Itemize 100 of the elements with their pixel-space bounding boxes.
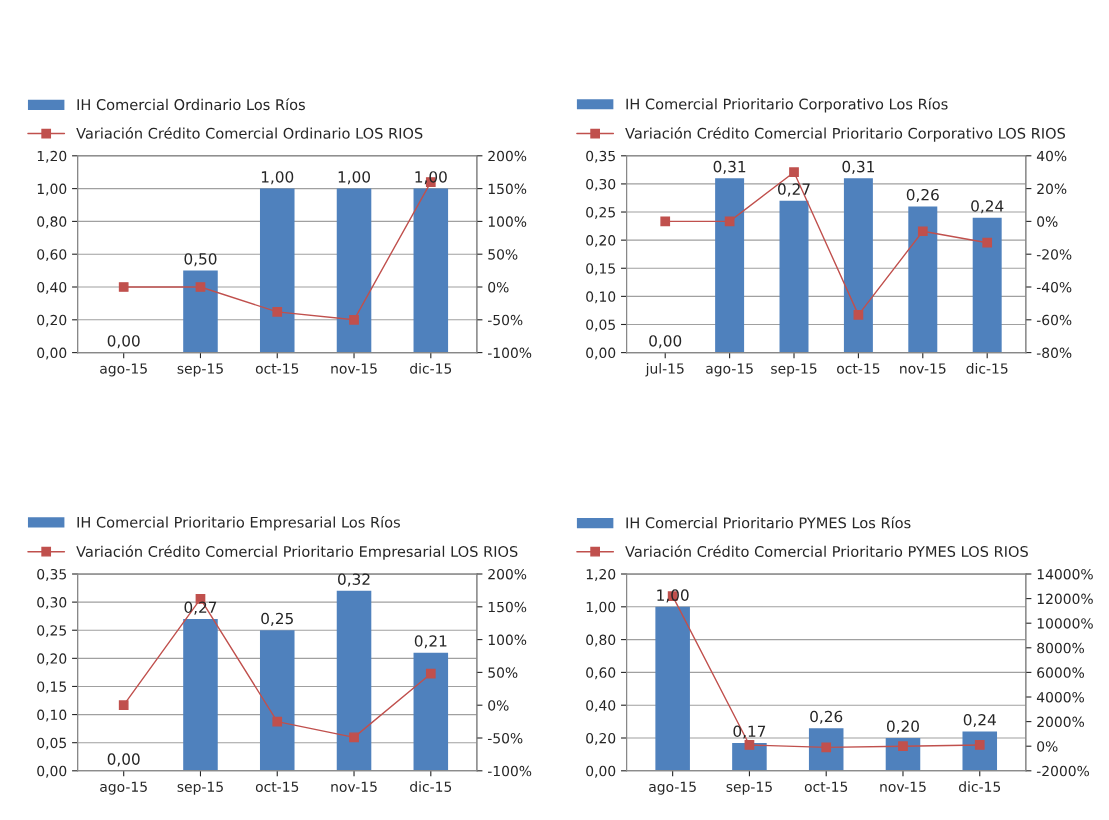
y-tick-label: 0,00 bbox=[37, 765, 67, 778]
y2-tick-label: -2000% bbox=[1036, 765, 1090, 777]
x-tick-label: jul-15 bbox=[645, 363, 684, 377]
x-tick-label: oct-15 bbox=[804, 781, 848, 792]
y-tick-label: 0,30 bbox=[37, 597, 67, 610]
y2-tick-label: 6000% bbox=[1037, 667, 1085, 678]
legend-label: IH Comercial Prioritario Empresarial Los Ríos bbox=[77, 515, 400, 531]
legend-label: Variación Crédito Comercial Prioritario PYMES LOS RIOS bbox=[625, 545, 1028, 558]
data-label: 0,00 bbox=[107, 335, 140, 349]
data-label: 0,31 bbox=[842, 160, 874, 174]
data-label: 1,00 bbox=[261, 171, 294, 185]
x-tick-label: oct-15 bbox=[255, 363, 299, 374]
legend-label: Variación Crédito Comercial Prioritario Corporativo LOS RIOS bbox=[625, 126, 1066, 142]
x-tick-label: dic-15 bbox=[410, 363, 452, 374]
y2-tick-label: 0% bbox=[1037, 741, 1058, 752]
y2-tick-label: -80% bbox=[1036, 347, 1072, 359]
bar bbox=[779, 200, 809, 353]
x-tick-label: ago-15 bbox=[649, 781, 696, 795]
bar bbox=[336, 590, 372, 771]
y2-tick-label: -40% bbox=[1036, 281, 1072, 293]
bar bbox=[259, 630, 295, 771]
y2-tick-label: -20% bbox=[1036, 249, 1072, 260]
x-tick-label: sep-15 bbox=[177, 781, 223, 795]
x-tick-label: sep-15 bbox=[726, 781, 772, 795]
bar bbox=[908, 206, 938, 353]
y-tick-label: 0,10 bbox=[586, 291, 616, 304]
y2-tick-label: 150% bbox=[488, 601, 527, 613]
y-tick-label: 0,05 bbox=[586, 319, 615, 332]
x-tick-label: oct-15 bbox=[837, 363, 880, 374]
data-label: 0,32 bbox=[338, 573, 370, 587]
y2-tick-label: -60% bbox=[1036, 314, 1072, 326]
x-tick-label: ago-15 bbox=[706, 363, 753, 377]
point bbox=[789, 167, 799, 178]
y2-tick-label: 150% bbox=[488, 183, 527, 195]
y-tick-label: 0,30 bbox=[586, 178, 616, 191]
y-tick-label: 0,60 bbox=[586, 667, 616, 680]
x-tick-label: nov-15 bbox=[331, 781, 377, 792]
y-tick-label: 0,40 bbox=[586, 700, 616, 713]
y-tick-label: 0,15 bbox=[37, 681, 66, 694]
point bbox=[917, 226, 928, 237]
y-tick-label: 0,20 bbox=[586, 235, 616, 248]
y2-tick-label: 20% bbox=[1037, 183, 1067, 195]
y2-tick-label: 14000% bbox=[1037, 568, 1093, 580]
y-tick-label: 1,00 bbox=[37, 183, 67, 196]
x-tick-label: nov-15 bbox=[880, 781, 926, 792]
point bbox=[744, 740, 755, 750]
x-tick-label: dic-15 bbox=[966, 363, 1008, 374]
y-tick-label: 0,15 bbox=[586, 263, 615, 276]
legend-label: IH Comercial Prioritario Corporativo Los Ríos bbox=[626, 97, 948, 113]
point bbox=[425, 668, 436, 679]
data-label: 0,21 bbox=[414, 635, 447, 649]
bar bbox=[183, 618, 218, 771]
point bbox=[349, 732, 359, 743]
point bbox=[118, 700, 129, 711]
y2-tick-label: 10000% bbox=[1037, 618, 1093, 629]
y2-tick-label: 50% bbox=[488, 667, 518, 678]
y-tick-label: 0,60 bbox=[37, 249, 67, 262]
y-tick-label: 1,20 bbox=[586, 568, 616, 581]
x-tick-label: sep-15 bbox=[177, 363, 223, 377]
bar bbox=[972, 217, 1002, 353]
bar bbox=[413, 652, 449, 771]
data-label: 0,26 bbox=[810, 710, 843, 724]
bar bbox=[843, 178, 873, 353]
y2-tick-label: 100% bbox=[488, 634, 527, 646]
data-label: 0,50 bbox=[184, 253, 217, 267]
y-tick-label: 0,20 bbox=[37, 314, 67, 327]
y-tick-label: 0,00 bbox=[37, 347, 67, 360]
point bbox=[272, 716, 283, 727]
point bbox=[898, 741, 908, 752]
y2-tick-label: 12000% bbox=[1037, 593, 1093, 605]
y2-tick-label: 2000% bbox=[1037, 716, 1085, 728]
point bbox=[118, 282, 129, 292]
x-tick-label: ago-15 bbox=[100, 781, 147, 795]
point bbox=[349, 314, 359, 325]
y2-tick-label: -100% bbox=[487, 765, 532, 777]
data-label: 0,24 bbox=[971, 200, 1004, 214]
data-label: 0,25 bbox=[261, 612, 293, 626]
y2-tick-label: -50% bbox=[487, 314, 523, 326]
data-label: 0,24 bbox=[963, 713, 996, 728]
y2-tick-label: 0% bbox=[488, 281, 509, 293]
data-label: 0,26 bbox=[906, 188, 939, 203]
y2-tick-label: 0% bbox=[1037, 216, 1058, 227]
y2-tick-label: 100% bbox=[488, 216, 527, 227]
y-tick-label: 0,40 bbox=[37, 281, 67, 294]
data-label: 1,00 bbox=[415, 171, 447, 185]
data-label: 0,00 bbox=[649, 335, 682, 349]
y-tick-label: 0,35 bbox=[37, 568, 66, 581]
y-tick-label: 0,80 bbox=[586, 634, 616, 647]
y-tick-label: 0,80 bbox=[37, 216, 67, 229]
point bbox=[982, 237, 993, 248]
y2-tick-label: 0% bbox=[488, 700, 509, 711]
y2-tick-label: 8000% bbox=[1037, 642, 1085, 654]
x-tick-label: dic-15 bbox=[410, 781, 452, 792]
y2-tick-label: 200% bbox=[488, 150, 527, 162]
y-tick-label: 1,00 bbox=[586, 601, 616, 614]
x-tick-label: nov-15 bbox=[900, 363, 946, 374]
bar bbox=[808, 728, 844, 771]
y-tick-label: 0,25 bbox=[586, 207, 615, 219]
data-label: 1,00 bbox=[338, 171, 371, 185]
y2-tick-label: 4000% bbox=[1036, 691, 1085, 703]
